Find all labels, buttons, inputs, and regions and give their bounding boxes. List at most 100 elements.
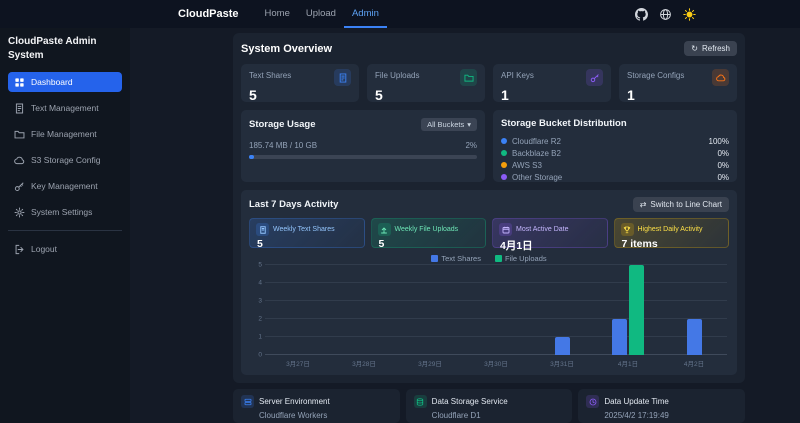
- main-area: System Overview ↻ Refresh Text Shares 5: [130, 28, 800, 423]
- bucket-percent: 0%: [717, 148, 729, 158]
- activity-panel: Last 7 Days Activity ⇄ Switch to Line Ch…: [241, 190, 737, 375]
- sidebar-item-system-settings[interactable]: System Settings: [8, 202, 122, 222]
- bucket-percent: 0%: [717, 172, 729, 182]
- sidebar-item-label: Key Management: [31, 181, 98, 191]
- server-icon: [241, 395, 254, 408]
- mini-stat-label: Most Active Date: [516, 226, 569, 233]
- x-axis-label: 3月29日: [418, 361, 442, 368]
- sidebar-item-text-management[interactable]: Text Management: [8, 98, 122, 118]
- mini-stat-most-active-date: Most Active Date 4月1日: [492, 218, 608, 252]
- sidebar-item-logout[interactable]: Logout: [8, 239, 122, 259]
- bar-group: [463, 265, 529, 355]
- logout-icon: [14, 244, 25, 255]
- clock-icon: [586, 395, 600, 408]
- switch-chart-button[interactable]: ⇄ Switch to Line Chart: [632, 197, 729, 212]
- gridline: [265, 318, 727, 319]
- stat-label: Text Shares: [249, 71, 292, 80]
- distribution-list: Cloudflare R2 100% Backblaze B2 0% AWS S…: [501, 135, 729, 183]
- chart-bar[interactable]: [554, 337, 570, 355]
- bar-group: [661, 265, 727, 355]
- x-axis-label: 3月30日: [484, 361, 508, 368]
- nav-upload[interactable]: Upload: [305, 8, 336, 19]
- legend-swatch: [431, 255, 439, 262]
- key-icon: [14, 181, 25, 192]
- sidebar-item-file-management[interactable]: File Management: [8, 124, 122, 144]
- info-card-data-storage-service: Data Storage Service Cloudflare D1: [405, 389, 573, 423]
- legend-label: Text Shares: [441, 254, 481, 263]
- distribution-row: AWS S3 0%: [501, 159, 729, 171]
- stat-value: 1: [501, 87, 509, 103]
- bar-group: [529, 265, 595, 355]
- sidebar-item-label: S3 Storage Config: [31, 155, 101, 165]
- mini-stat-label: Weekly Text Shares: [273, 226, 335, 233]
- info-card-value: Cloudflare Workers: [259, 411, 328, 420]
- stat-label: File Uploads: [375, 71, 420, 80]
- bucket-name: Other Storage: [512, 172, 563, 182]
- distribution-row: Other Storage 0%: [501, 171, 729, 183]
- sidebar-item-s3-storage-config[interactable]: S3 Storage Config: [8, 150, 122, 170]
- bucket-distribution-panel: Storage Bucket Distribution Cloudflare R…: [493, 110, 737, 182]
- refresh-label: Refresh: [701, 44, 730, 53]
- bucket-color-dot: [501, 150, 507, 156]
- distribution-row: Backblaze B2 0%: [501, 147, 729, 159]
- sidebar-item-key-management[interactable]: Key Management: [8, 176, 122, 196]
- distribution-title: Storage Bucket Distribution: [501, 118, 627, 129]
- gridline: [265, 282, 727, 283]
- gridline: [265, 354, 727, 355]
- y-axis-label: 3: [258, 297, 262, 305]
- x-axis-label: 3月27日: [286, 361, 310, 368]
- folder-icon: [14, 129, 25, 140]
- y-axis-label: 5: [258, 261, 262, 269]
- language-icon[interactable]: [659, 8, 672, 21]
- bucket-filter-dropdown[interactable]: All Buckets ▾: [421, 118, 477, 131]
- content-column: System Overview ↻ Refresh Text Shares 5: [233, 33, 746, 423]
- nav-home[interactable]: Home: [264, 8, 290, 19]
- x-axis-label: 3月31日: [550, 361, 574, 368]
- storage-progress-fill: [249, 155, 254, 159]
- calendar-icon: [499, 223, 512, 236]
- legend-label: File Uploads: [504, 254, 547, 263]
- stat-card-text-shares: Text Shares 5: [241, 64, 359, 103]
- x-axis-label: 4月2日: [683, 361, 705, 368]
- app-logo[interactable]: CloudPaste: [178, 8, 239, 20]
- chart-legend: Text Shares File Uploads: [249, 254, 729, 263]
- bucket-percent: 0%: [717, 160, 729, 170]
- page-title: System Overview: [241, 42, 333, 55]
- nav-admin[interactable]: Admin: [344, 0, 387, 28]
- info-card-label: Data Update Time: [604, 397, 669, 406]
- mini-stat-value: 7 items: [621, 238, 658, 250]
- chart-bar[interactable]: [686, 319, 702, 355]
- sidebar-item-label: Dashboard: [31, 77, 73, 87]
- sidebar-item-label: File Management: [31, 129, 97, 139]
- bucket-color-dot: [501, 138, 507, 144]
- sidebar-title: CloudPaste Admin System: [8, 36, 97, 61]
- theme-toggle-sun-icon[interactable]: [683, 7, 696, 21]
- chart-xlabels: 3月27日 3月28日 3月29日 3月30日 3月31日 4月1日 4月2日: [265, 358, 727, 368]
- github-icon[interactable]: [635, 7, 648, 21]
- chart-bar[interactable]: [612, 319, 627, 355]
- sidebar-item-label: System Settings: [31, 207, 93, 217]
- upload-icon: [377, 223, 391, 236]
- mini-stat-weekly-file-uploads: Weekly File Uploads 5: [370, 218, 486, 250]
- storage-usage-title: Storage Usage: [249, 119, 316, 130]
- chart-bar[interactable]: [629, 265, 644, 355]
- cloud-storage-icon: [14, 155, 25, 166]
- refresh-button[interactable]: ↻ Refresh: [684, 41, 737, 56]
- legend-item[interactable]: Text Shares: [431, 254, 481, 263]
- text-document-icon: [256, 223, 269, 236]
- cloud-storage-icon: [712, 69, 729, 86]
- storage-row: Storage Usage All Buckets ▾ 185.74 MB / …: [241, 110, 737, 182]
- info-card-label: Data Storage Service: [431, 397, 508, 406]
- bucket-color-dot: [501, 174, 507, 180]
- stat-label: Storage Configs: [627, 71, 685, 80]
- bar-group: [265, 265, 331, 355]
- mini-stat-value: 4月1日: [500, 240, 533, 252]
- switch-chart-icon: ⇄: [639, 200, 647, 209]
- legend-item[interactable]: File Uploads: [494, 254, 547, 263]
- sidebar-item-dashboard[interactable]: Dashboard: [8, 72, 122, 92]
- bucket-filter-value: All Buckets: [427, 120, 465, 129]
- sidebar-item-label: Text Management: [31, 103, 99, 113]
- usage-percent: 2%: [465, 141, 477, 150]
- info-card-value: Cloudflare D1: [431, 411, 481, 420]
- stat-card-api-keys: API Keys 1: [493, 64, 611, 103]
